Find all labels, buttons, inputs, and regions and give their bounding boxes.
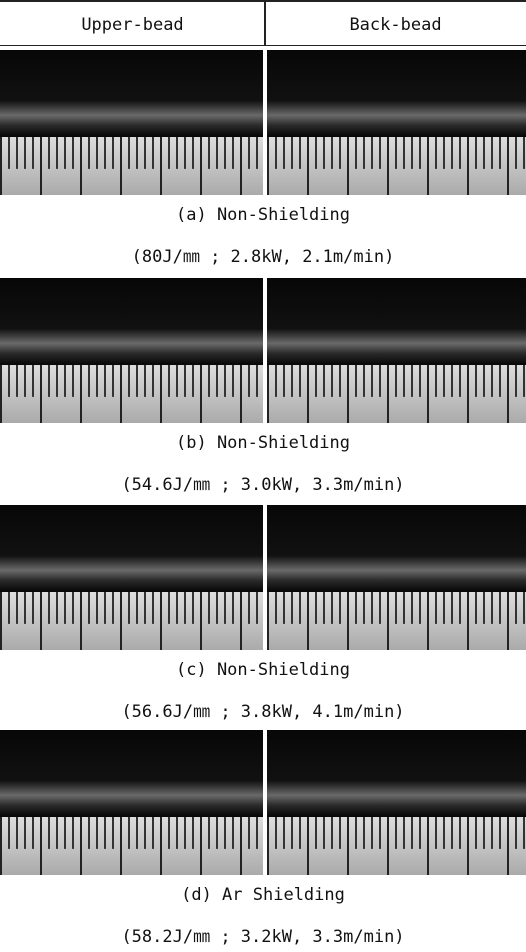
weld-photo (0, 505, 263, 650)
divider (264, 0, 266, 46)
ruler (0, 137, 263, 195)
panel-label: (a) Non-Shielding (176, 205, 350, 225)
panel-params: (56.6J/㎜ ; 3.8kW, 4.1m/min) (121, 702, 405, 722)
weld-photo (0, 278, 263, 423)
ruler (267, 817, 526, 875)
panel-params: (80J/㎜ ; 2.8kW, 2.1m/min) (131, 247, 395, 267)
column-header: Upper-bead (0, 0, 265, 46)
column-header: Back-bead (265, 0, 526, 46)
panel-params: (54.6J/㎜ ; 3.0kW, 3.3m/min) (121, 475, 405, 495)
weld-photo (0, 50, 263, 195)
ruler (267, 137, 526, 195)
weld-photo (267, 278, 526, 423)
ruler (267, 592, 526, 650)
ruler (267, 365, 526, 423)
panel-params: (58.2J/㎜ ; 3.2kW, 3.3m/min) (121, 927, 405, 947)
weld-photo (267, 505, 526, 650)
weld-photo (267, 730, 526, 875)
weld-photo (0, 730, 263, 875)
panel-label: (d) Ar Shielding (181, 885, 345, 905)
panel-label: (b) Non-Shielding (176, 433, 350, 453)
weld-photo (267, 50, 526, 195)
ruler (0, 817, 263, 875)
ruler (0, 365, 263, 423)
panel-label: (c) Non-Shielding (176, 660, 350, 680)
ruler (0, 592, 263, 650)
